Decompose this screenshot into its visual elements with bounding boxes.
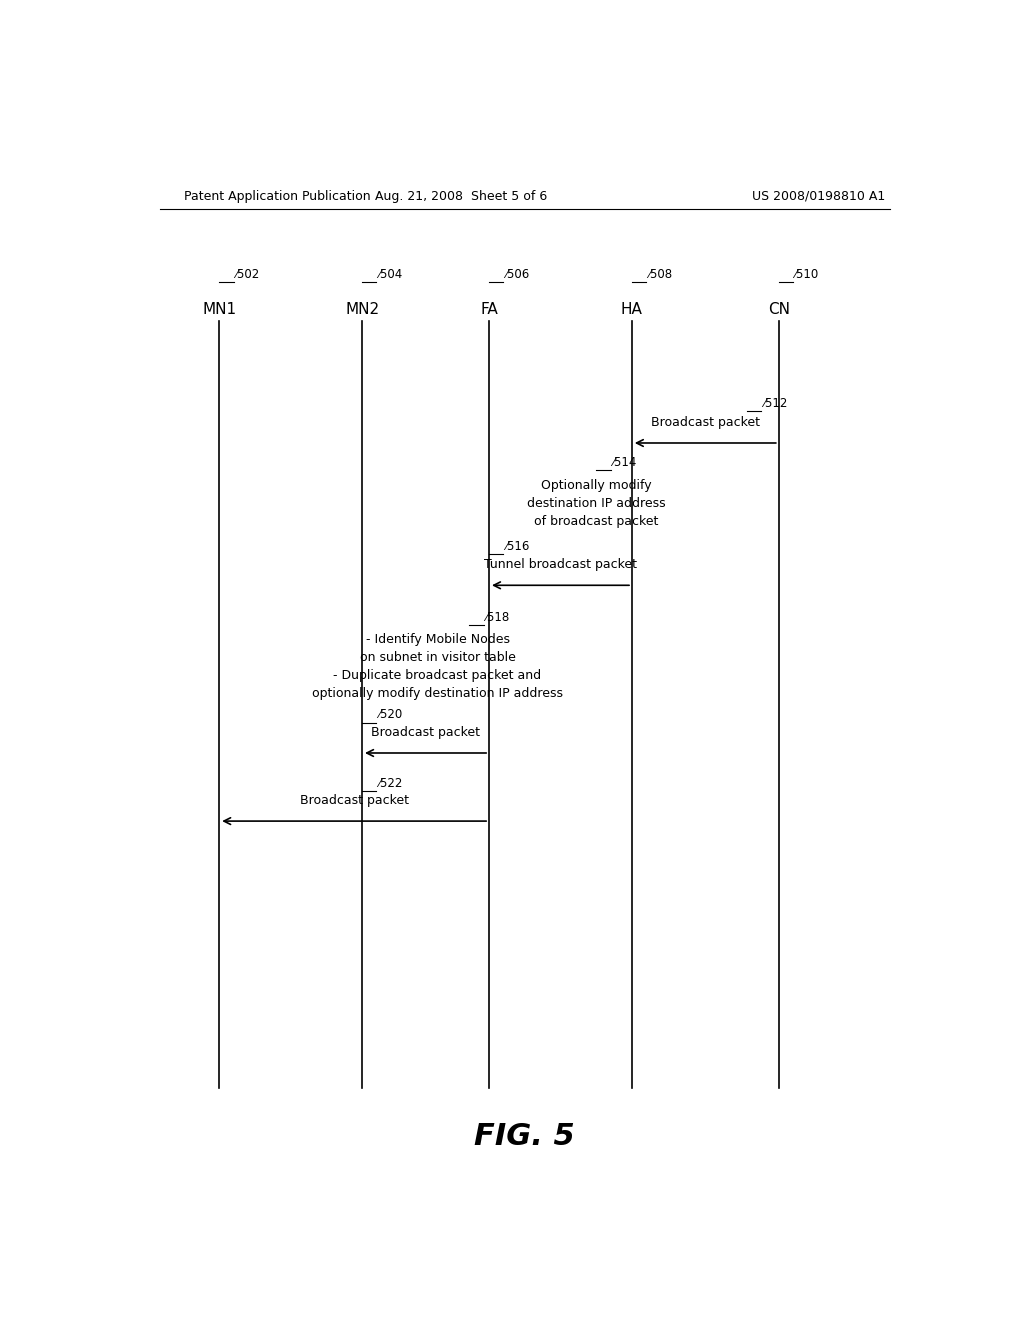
Text: Aug. 21, 2008  Sheet 5 of 6: Aug. 21, 2008 Sheet 5 of 6: [375, 190, 548, 202]
Text: ⁄518: ⁄518: [485, 611, 509, 624]
Text: US 2008/0198810 A1: US 2008/0198810 A1: [752, 190, 885, 202]
Text: MN2: MN2: [345, 302, 379, 317]
Text: ⁄516: ⁄516: [505, 540, 529, 553]
Text: ⁄514: ⁄514: [612, 457, 637, 470]
Text: Optionally modify
destination IP address
of broadcast packet: Optionally modify destination IP address…: [527, 479, 666, 528]
Text: ⁄512: ⁄512: [763, 397, 787, 411]
Text: ⁄508: ⁄508: [648, 268, 672, 281]
Text: ⁄522: ⁄522: [378, 776, 402, 789]
Text: Tunnel broadcast packet: Tunnel broadcast packet: [484, 558, 637, 572]
Text: CN: CN: [768, 302, 790, 317]
Text: HA: HA: [621, 302, 643, 317]
Text: Broadcast packet: Broadcast packet: [300, 793, 409, 807]
Text: ⁄510: ⁄510: [795, 268, 819, 281]
Text: MN1: MN1: [202, 302, 237, 317]
Text: FIG. 5: FIG. 5: [474, 1122, 575, 1151]
Text: ⁄502: ⁄502: [236, 268, 259, 281]
Text: - Identify Mobile Nodes
on subnet in visitor table
- Duplicate broadcast packet : - Identify Mobile Nodes on subnet in vis…: [312, 634, 563, 700]
Text: ⁄520: ⁄520: [378, 709, 402, 722]
Text: ⁄506: ⁄506: [505, 268, 529, 281]
Text: Patent Application Publication: Patent Application Publication: [183, 190, 371, 202]
Text: Broadcast packet: Broadcast packet: [651, 416, 760, 429]
Text: Broadcast packet: Broadcast packet: [371, 726, 480, 739]
Text: FA: FA: [480, 302, 498, 317]
Text: ⁄504: ⁄504: [378, 268, 402, 281]
